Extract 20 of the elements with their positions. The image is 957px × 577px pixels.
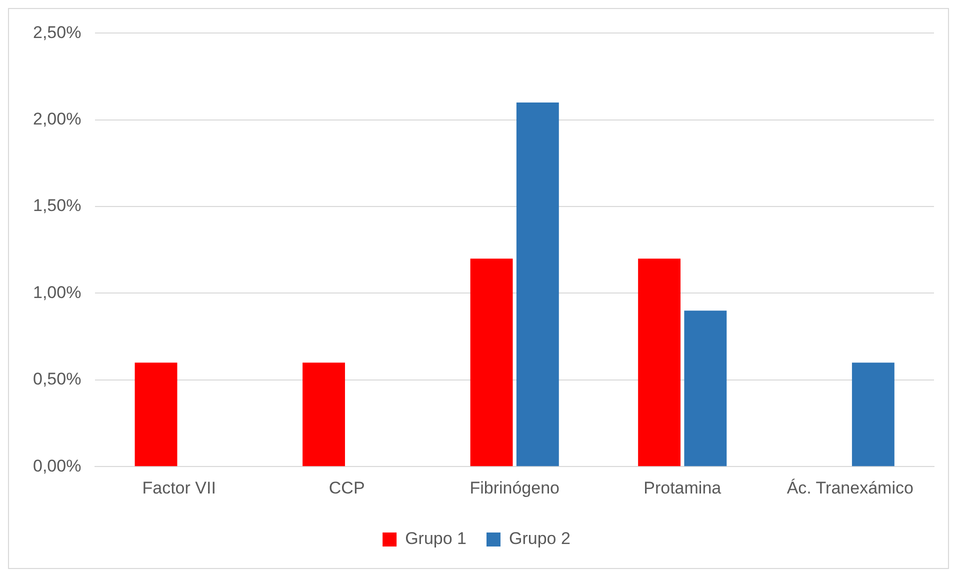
x-tick-label: CCP (328, 478, 365, 498)
bar (302, 362, 345, 466)
y-tick-label: 0,50% (33, 370, 82, 389)
bar (134, 362, 178, 466)
legend-label: Grupo 2 (509, 529, 570, 548)
x-tick-label: Protamina (644, 478, 722, 498)
y-tick-label: 1,50% (33, 196, 82, 216)
bar (516, 102, 559, 466)
bar (684, 310, 727, 466)
y-tick-label: 0,00% (33, 456, 82, 476)
y-tick-label: 2,00% (33, 110, 82, 129)
x-tick-label: Fibrinógeno (470, 478, 560, 498)
bar (470, 258, 513, 466)
y-tick-label: 1,00% (33, 282, 82, 302)
bar (852, 362, 894, 466)
bar (638, 258, 681, 466)
x-tick-label: Factor VII (142, 478, 216, 498)
legend-label: Grupo 1 (405, 529, 467, 548)
y-tick-label: 2,50% (33, 22, 82, 42)
x-tick-label: Ác. Tranexámico (786, 478, 914, 498)
